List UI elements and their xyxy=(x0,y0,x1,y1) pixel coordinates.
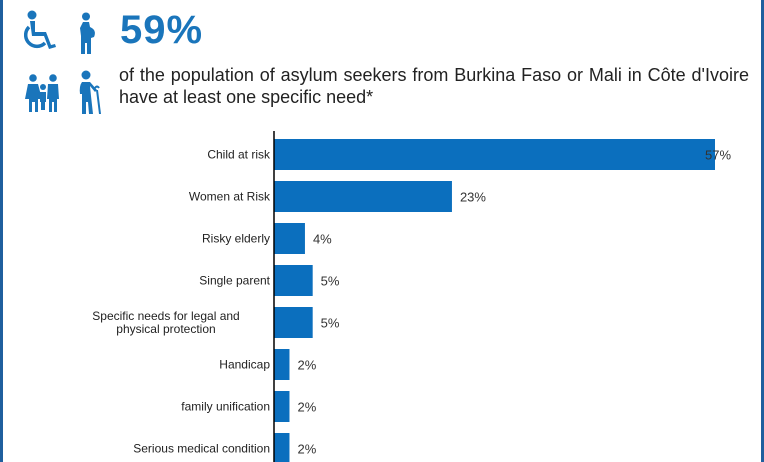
bar-6 xyxy=(274,391,290,422)
value-label-2: 4% xyxy=(313,232,332,247)
value-label-7: 2% xyxy=(297,442,316,457)
headline-description: of the population of asylum seekers from… xyxy=(119,65,749,107)
category-label-5: Handicap xyxy=(219,358,270,372)
category-label-0: Child at risk xyxy=(207,148,271,162)
value-label-3: 5% xyxy=(321,274,340,289)
value-label-1: 23% xyxy=(460,190,486,205)
bar-3 xyxy=(274,265,313,296)
value-label-0: 57% xyxy=(705,148,731,163)
value-label-4: 5% xyxy=(321,316,340,331)
category-label-6: family unification xyxy=(181,400,270,414)
headline-percent: 59% xyxy=(120,8,204,52)
category-label-2: Risky elderly xyxy=(202,232,270,246)
pregnant-woman-icon xyxy=(80,12,95,54)
category-label-3: Single parent xyxy=(199,274,270,288)
bar-4 xyxy=(274,307,313,338)
bar-1 xyxy=(274,181,452,212)
category-label-7: Serious medical condition xyxy=(133,442,270,456)
value-label-6: 2% xyxy=(297,400,316,415)
elderly-person-icon xyxy=(79,70,101,114)
category-label-1: Women at Risk xyxy=(189,190,271,204)
bar-5 xyxy=(274,349,290,380)
family-icon xyxy=(25,74,59,112)
bar-0 xyxy=(274,139,715,170)
bar-2 xyxy=(274,223,305,254)
category-label-4: Specific needs for legal and physical pro… xyxy=(92,309,239,336)
bar-7 xyxy=(274,433,290,462)
value-label-5: 2% xyxy=(297,358,316,373)
wheelchair-icon xyxy=(24,10,56,49)
